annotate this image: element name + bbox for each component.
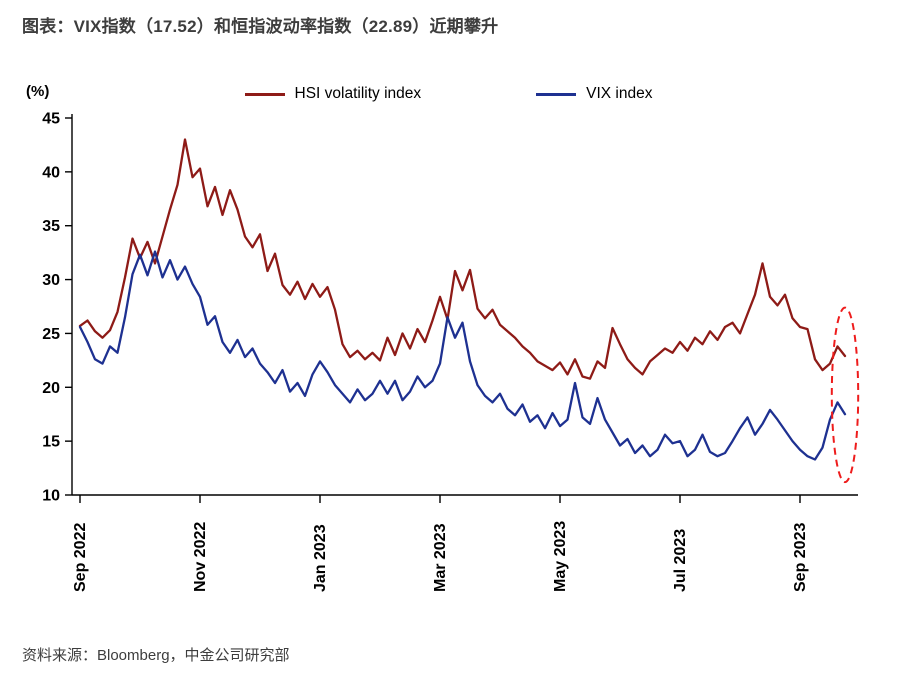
x-tick-label: Sep 2022 bbox=[72, 523, 89, 592]
x-tick-label: Jul 2023 bbox=[672, 529, 689, 592]
x-tick-label: Jan 2023 bbox=[312, 524, 329, 592]
legend-item-hsi: HSI volatility index bbox=[244, 85, 422, 103]
source-note: 资料来源：Bloomberg，中金公司研究部 bbox=[22, 647, 290, 664]
page-title: 图表：VIX指数（17.52）和恒指波动率指数（22.89）近期攀升 bbox=[22, 17, 499, 36]
y-tick-label: 10 bbox=[42, 488, 60, 505]
y-tick-label: 30 bbox=[42, 272, 60, 289]
vix-line-swatch-icon bbox=[536, 92, 577, 96]
y-tick-label: 25 bbox=[42, 326, 60, 343]
chart-legend: HSI volatility index VIX index bbox=[0, 85, 897, 103]
series-line-vix bbox=[78, 250, 847, 461]
y-tick-label: 20 bbox=[42, 380, 60, 397]
y-tick-label: 45 bbox=[42, 111, 60, 128]
series-line-hsi-volatility bbox=[78, 138, 847, 380]
legend-label-hsi: HSI volatility index bbox=[294, 85, 422, 102]
x-tick-label: May 2023 bbox=[552, 521, 569, 592]
legend-item-vix: VIX index bbox=[536, 85, 653, 103]
y-tick-label: 15 bbox=[42, 434, 60, 451]
y-axis-unit-label: (%) bbox=[26, 83, 49, 100]
volatility-line-chart: (%) 10 15 20 25 30 35 40 45 Sep 2022 Nov 2022 Jan 2… bbox=[26, 83, 860, 592]
x-tick-label: Nov 2022 bbox=[192, 522, 209, 592]
hsi-line-swatch-icon bbox=[244, 92, 285, 96]
legend-label-vix: VIX index bbox=[586, 85, 653, 102]
x-tick-label: Mar 2023 bbox=[432, 523, 449, 592]
x-tick-label: Sep 2023 bbox=[792, 523, 809, 592]
y-tick-label: 40 bbox=[42, 164, 60, 181]
recent-climb-highlight-ellipse bbox=[830, 306, 860, 484]
y-tick-label: 35 bbox=[42, 218, 60, 235]
